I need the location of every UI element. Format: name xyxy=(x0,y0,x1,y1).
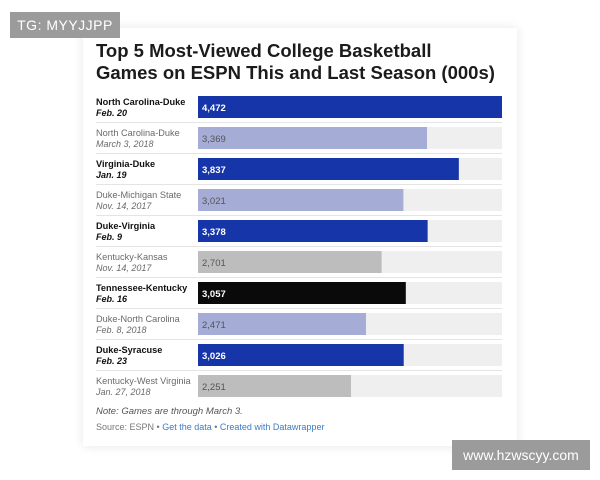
bar-date-label: Feb. 9 xyxy=(96,232,122,242)
watermark-bottom-right: www.hzwscyy.com xyxy=(452,440,590,470)
bar-label: Kentucky-Kansas xyxy=(96,252,168,262)
bar xyxy=(198,158,459,180)
bar-value-label: 4,472 xyxy=(202,103,226,114)
get-the-data-link[interactable]: Get the data xyxy=(162,422,212,432)
bar-label: Virginia-Duke xyxy=(96,159,155,169)
watermark-top-left: TG: MYYJJPP xyxy=(10,12,120,38)
bar-date-label: March 3, 2018 xyxy=(96,139,154,149)
bar-value-label: 2,251 xyxy=(202,382,226,393)
source-text: Source: ESPN xyxy=(96,422,155,432)
bar-label: Tennessee-Kentucky xyxy=(96,283,188,293)
bar xyxy=(198,282,406,304)
bar-label: Kentucky-West Virginia xyxy=(96,376,192,386)
bar-label: Duke-Virginia xyxy=(96,221,156,231)
bar xyxy=(198,96,502,118)
bar xyxy=(198,189,404,211)
bar-label: Duke-North Carolina xyxy=(96,314,181,324)
bar-label: North Carolina-Duke xyxy=(96,128,180,138)
bar xyxy=(198,313,366,335)
chart-title: Top 5 Most-Viewed College Basketball Gam… xyxy=(96,40,495,83)
bar xyxy=(198,375,352,397)
separator: • xyxy=(154,422,163,432)
bar xyxy=(198,251,382,273)
bar-label: Duke-Michigan State xyxy=(96,190,181,200)
bar-label: North Carolina-Duke xyxy=(96,97,185,107)
bar-date-label: Jan. 19 xyxy=(96,170,127,180)
bar-value-label: 3,026 xyxy=(202,351,226,362)
bar xyxy=(198,220,428,242)
bar-value-label: 2,701 xyxy=(202,258,226,269)
bar-value-label: 3,021 xyxy=(202,196,226,207)
bar-value-label: 2,471 xyxy=(202,320,226,331)
bar-label: Duke-Syracuse xyxy=(96,345,162,355)
separator: • xyxy=(211,422,220,432)
bar xyxy=(198,127,428,149)
bar-value-label: 3,837 xyxy=(202,165,226,176)
bar-date-label: Feb. 16 xyxy=(96,294,128,304)
datawrapper-link[interactable]: Created with Datawrapper xyxy=(219,422,325,432)
bar xyxy=(198,344,404,366)
bar-date-label: Nov. 14, 2017 xyxy=(96,263,152,273)
bar-date-label: Feb. 23 xyxy=(96,356,127,366)
chart-source: Source: ESPN • Get the data • Created wi… xyxy=(96,422,324,432)
bar-date-label: Feb. 20 xyxy=(96,108,127,118)
bar-date-label: Jan. 27, 2018 xyxy=(95,387,151,397)
bar-value-label: 3,369 xyxy=(202,134,226,145)
bar-value-label: 3,378 xyxy=(202,227,226,238)
bar-date-label: Nov. 14, 2017 xyxy=(96,201,152,211)
bar-value-label: 3,057 xyxy=(202,289,226,300)
chart-note: Note: Games are through March 3. xyxy=(96,406,243,417)
bar-date-label: Feb. 8, 2018 xyxy=(96,325,147,335)
